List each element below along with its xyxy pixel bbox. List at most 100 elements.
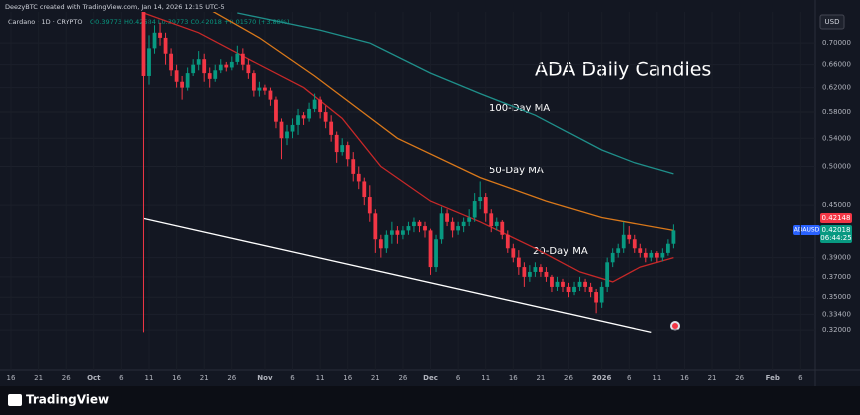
x-tick-label: Oct	[87, 374, 101, 382]
price-tag	[820, 225, 852, 243]
x-tick-label: 6	[798, 374, 803, 382]
candle-body	[522, 267, 527, 277]
y-tick-label: 0.62000	[822, 84, 851, 92]
y-tick-label: 0.37000	[822, 273, 851, 281]
candle-body	[158, 32, 162, 38]
y-tick-label: 0.70000	[822, 39, 851, 47]
y-tick-label: 0.35000	[822, 293, 851, 301]
moving-average	[237, 12, 674, 175]
candle-body	[263, 87, 267, 91]
x-tick-label: 26	[735, 374, 744, 382]
candle-body	[389, 230, 394, 235]
y-tick-label: 0.33400	[822, 310, 851, 318]
countdown: 06:44:25	[820, 234, 851, 242]
x-tick-label: 21	[34, 374, 43, 382]
candle-body	[544, 271, 549, 277]
candle-body	[665, 243, 670, 253]
plot	[141, 12, 676, 334]
candle-body	[318, 99, 323, 113]
candle-body	[412, 221, 416, 227]
candle-body	[196, 59, 201, 65]
candle-body	[218, 64, 223, 71]
x-tick-label: 11	[481, 374, 490, 382]
candle-body	[632, 239, 637, 249]
candle-body	[467, 217, 472, 222]
candle-body	[356, 173, 361, 182]
symbol-tag	[793, 225, 820, 235]
candle-body	[340, 145, 345, 153]
candle-body	[329, 121, 334, 135]
candle-body	[334, 134, 339, 153]
x-tick-label: 21	[200, 374, 209, 382]
candle-body	[180, 81, 185, 88]
x-tick-label: 6	[627, 374, 632, 382]
candle-body	[235, 53, 240, 62]
candle-body	[307, 108, 311, 119]
candle-body	[649, 252, 654, 258]
candle-body	[445, 213, 449, 222]
candle-body	[351, 159, 356, 174]
x-tick-label: 26	[227, 374, 236, 382]
candle-body	[550, 276, 554, 287]
candle-body	[594, 292, 599, 303]
candle-body	[616, 248, 621, 253]
y-tick-label: 0.50000	[822, 162, 851, 170]
candle-body	[207, 73, 212, 79]
candle-body	[152, 32, 157, 49]
candle-body	[285, 131, 289, 139]
x-tick-label: 11	[145, 374, 154, 382]
candle-body	[511, 248, 516, 258]
chart-title: ADA Daily Candles	[535, 59, 711, 81]
ma-label: 50-Day MA	[489, 165, 544, 176]
candle-body	[401, 230, 405, 235]
candle-body	[268, 90, 273, 100]
candle-body	[588, 286, 593, 293]
x-tick-label: 16	[7, 374, 16, 382]
candle-body	[224, 64, 229, 68]
candle-body	[191, 64, 196, 74]
x-tick-label: 2026	[592, 374, 612, 382]
ma-label: 20-Day MA	[533, 246, 588, 257]
moving-average	[212, 12, 674, 232]
candle-body	[500, 221, 505, 235]
y-tick-label: 0.45000	[822, 201, 851, 209]
candle-body	[141, 12, 146, 76]
candle-body	[246, 64, 251, 74]
candle-body	[561, 281, 565, 287]
price-tag	[820, 213, 852, 223]
candle-body	[483, 197, 488, 214]
candle-body	[516, 257, 521, 268]
trendline	[143, 217, 652, 334]
currency-box[interactable]	[819, 14, 845, 30]
x-tick-label: 11	[316, 374, 325, 382]
candle-body	[638, 248, 643, 253]
candle-body	[257, 87, 262, 91]
candle-body	[472, 201, 477, 218]
x-tick-label: 16	[509, 374, 518, 382]
candle-body	[643, 252, 648, 258]
y-tick-label: 0.32000	[822, 326, 851, 334]
candle-body	[279, 121, 284, 139]
credit: DeezyBTC created with TradingView.com, J…	[5, 3, 225, 11]
y-tick-label: 0.66000	[822, 61, 851, 69]
y-tick-label: 0.54000	[822, 134, 851, 142]
currency: USD	[825, 18, 840, 26]
x-tick-label: 6	[290, 374, 295, 382]
x-tick-label: 26	[564, 374, 573, 382]
candle-body	[505, 234, 510, 249]
candle-body	[345, 145, 350, 160]
candle-body	[572, 286, 576, 293]
candle-body	[367, 197, 372, 214]
candle-body	[251, 73, 256, 91]
candle-body	[274, 99, 278, 122]
x-tick-label: 6	[119, 374, 124, 382]
x-tick-label: 16	[172, 374, 181, 382]
candle-body	[533, 267, 538, 272]
y-tick-label: 0.39000	[822, 254, 851, 262]
candle-body	[240, 53, 245, 65]
candle-body	[660, 252, 665, 258]
candle-body	[406, 226, 411, 231]
footer-bar	[0, 386, 860, 415]
